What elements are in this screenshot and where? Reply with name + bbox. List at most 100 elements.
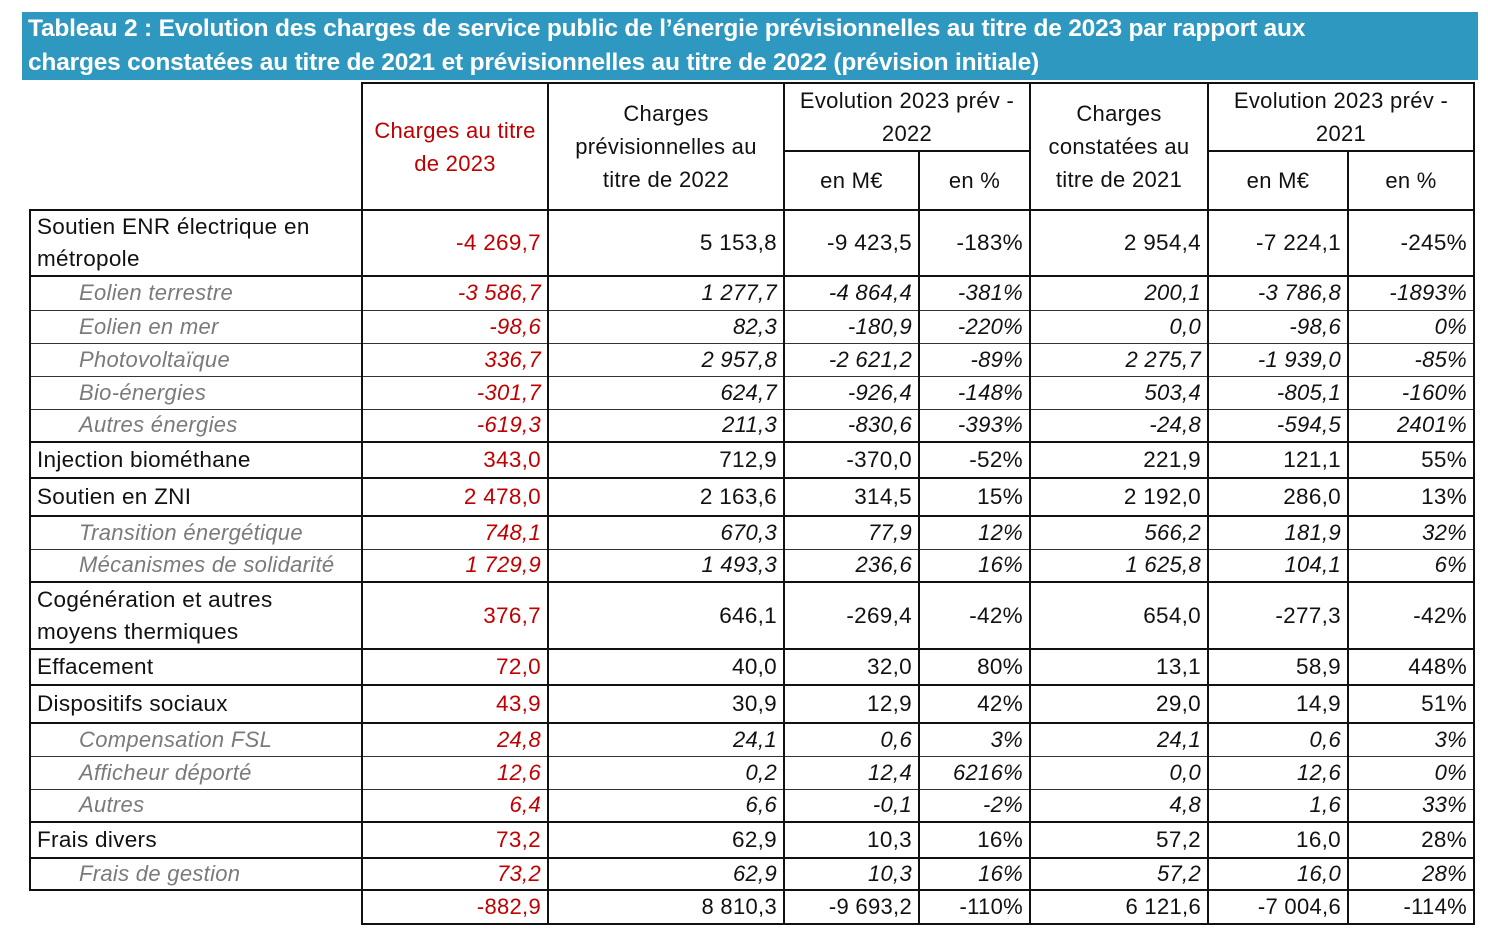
cell-evo2021-pct: 6%	[1347, 548, 1475, 583]
table-row: Dispositifs sociaux 43,9 30,9 12,9 42% 29,0 14…	[29, 684, 1475, 724]
cell-charges-2022: 624,7	[547, 375, 785, 410]
cell-evo2021-me: 286,0	[1207, 477, 1349, 517]
cell-charges-2021: 57,2	[1029, 857, 1209, 891]
cell-charges-2021: 13,1	[1029, 648, 1209, 686]
cell-charges-2022: 30,9	[547, 684, 785, 724]
cell-evo2022-me: -9 423,5	[783, 209, 920, 277]
cell-evo2022-pct: -42%	[918, 581, 1031, 650]
cell-charges-2022: 712,9	[547, 441, 785, 479]
table-row: Soutien en ZNI 2 478,0 2 163,6 314,5 15% 2 19…	[29, 477, 1475, 517]
row-label: Injection biométhane	[29, 441, 363, 479]
row-label: Photovoltaïque	[29, 342, 363, 377]
cell-evo2022-pct: -381%	[918, 275, 1031, 311]
cell-evo2021-me: -1 939,0	[1207, 342, 1349, 377]
cell-evo2021-pct: -1893%	[1347, 275, 1475, 311]
cell-charges-2022: 1 493,3	[547, 548, 785, 583]
header-blank	[30, 83, 362, 210]
cell-evo2021-pct: -85%	[1347, 342, 1475, 377]
cell-evo2022-pct: -52%	[918, 441, 1031, 479]
table-title: Tableau 2 : Evolution des charges de ser…	[22, 12, 1478, 80]
cell-charges-2022: 24,1	[547, 722, 785, 757]
cell-charges-2023: -98,6	[361, 309, 549, 344]
cell-evo2022-me: 236,6	[783, 548, 920, 583]
cell-charges-2021: 200,1	[1029, 275, 1209, 311]
cell-charges-2021: 24,1	[1029, 722, 1209, 757]
cell-charges-2023: -4 269,7	[361, 209, 549, 277]
cell-charges-2023: -301,7	[361, 375, 549, 410]
cell-evo2022-me: -0,1	[783, 788, 920, 823]
cell-evo2022-pct: 16%	[918, 857, 1031, 891]
cell-evo2021-me: 12,6	[1207, 755, 1349, 790]
charges-table: Charges au titre de 2023 Charges prévisi…	[29, 82, 1475, 925]
cell-charges-2021: 29,0	[1029, 684, 1209, 724]
cell-charges-2023: 72,0	[361, 648, 549, 686]
cell-charges-2021: 2 192,0	[1029, 477, 1209, 517]
cell-evo2021-pct: 28%	[1347, 821, 1475, 859]
cell-charges-2023: 1 729,9	[361, 548, 549, 583]
cell-charges-2021: 0,0	[1029, 755, 1209, 790]
cell-charges-2023: 6,4	[361, 788, 549, 823]
cell-evo2022-me: 32,0	[783, 648, 920, 686]
cell-charges-2021: 2 954,4	[1029, 209, 1209, 277]
cell-charges-2021: 2 275,7	[1029, 342, 1209, 377]
cell-charges-2022: 2 957,8	[547, 342, 785, 377]
row-label: Dispositifs sociaux	[29, 684, 363, 724]
cell-charges-2021: 1 625,8	[1029, 548, 1209, 583]
cell-charges-2022: 62,9	[547, 857, 785, 891]
cell-evo2022-pct: 80%	[918, 648, 1031, 686]
cell-evo2022-me: -4 864,4	[783, 275, 920, 311]
row-label: Soutien ENR électrique en métropole	[29, 209, 363, 277]
cell-evo2022-pct: 15%	[918, 477, 1031, 517]
cell-charges-2022: 0,2	[547, 755, 785, 790]
cell-evo2021-me: 58,9	[1207, 648, 1349, 686]
cell-charges-2023: 43,9	[361, 684, 549, 724]
cell-evo2022-pct: 12%	[918, 515, 1031, 550]
cell-evo2021-me: 181,9	[1207, 515, 1349, 550]
cell-evo2022-me: 10,3	[783, 821, 920, 859]
cell-charges-2023: 343,0	[361, 441, 549, 479]
cell-charges-2021: 57,2	[1029, 821, 1209, 859]
cell-charges-2022: 40,0	[547, 648, 785, 686]
table-row: Frais de gestion 73,2 62,9 10,3 16% 57,2 16,0 2…	[29, 857, 1475, 891]
cell-charges-2022: 670,3	[547, 515, 785, 550]
header-evo2021-pct: en %	[1347, 150, 1475, 211]
cell-evo2021-pct: 51%	[1347, 684, 1475, 724]
table-title-line2: charges constatées au titre de 2021 et p…	[28, 49, 1040, 76]
cell-evo2022-pct: -89%	[918, 342, 1031, 377]
cell-charges-2023: -619,3	[361, 408, 549, 443]
cell-evo2022-pct: -183%	[918, 209, 1031, 277]
cell-evo2022-me: 12,4	[783, 755, 920, 790]
table-row: Photovoltaïque 336,7 2 957,8 -2 621,2 -89% 2 …	[29, 342, 1475, 377]
table-row: Eolien terrestre -3 586,7 1 277,7 -4 864,4-…	[29, 275, 1475, 311]
cell-evo2021-pct: 0%	[1347, 755, 1475, 790]
cell-charges-2021: 221,9	[1029, 441, 1209, 479]
table-title-line1: Tableau 2 : Evolution des charges de ser…	[28, 15, 1306, 42]
cell-charges-2022: 6,6	[547, 788, 785, 823]
cell-evo2021-pct: 28%	[1347, 857, 1475, 891]
cell-evo2022-me: -269,4	[783, 581, 920, 650]
cell-charges-2021: 654,0	[1029, 581, 1209, 650]
row-label: Frais divers	[29, 821, 363, 859]
table-row: Soutien ENR électrique en métropole -4 26…	[29, 209, 1475, 277]
table-row: Mécanismes de solidarité 1 729,9 1 493,3 23…	[29, 548, 1475, 583]
cell-evo2021-me: 14,9	[1207, 684, 1349, 724]
cell-evo2021-me: 121,1	[1207, 441, 1349, 479]
table-row: Effacement 72,0 40,0 32,0 80% 13,1 58,9 448%	[29, 648, 1475, 686]
table-row: Compensation FSL 24,8 24,1 0,6 3% 24,1 0,6 3%	[29, 722, 1475, 757]
cell-evo2022-pct: 3%	[918, 722, 1031, 757]
cell-evo2022-pct: 16%	[918, 548, 1031, 583]
header-evolution-2022: Evolution 2023 prév - 2022	[783, 82, 1031, 152]
cell-evo2021-me: 16,0	[1207, 821, 1349, 859]
cell-evo2021-me: 104,1	[1207, 548, 1349, 583]
cell-evo2021-me: 16,0	[1207, 857, 1349, 891]
cell-evo2022-me: -9 693,2	[783, 889, 920, 925]
cell-evo2022-pct: 6216%	[918, 755, 1031, 790]
cell-evo2021-me: -7 224,1	[1207, 209, 1349, 277]
cell-evo2021-me: -98,6	[1207, 309, 1349, 344]
cell-evo2022-pct: -220%	[918, 309, 1031, 344]
cell-charges-2021: 4,8	[1029, 788, 1209, 823]
cell-charges-2021: 566,2	[1029, 515, 1209, 550]
cell-evo2021-pct: -114%	[1347, 889, 1475, 925]
total-row: -882,9 8 810,3 -9 693,2 -110% 6 121,6 -7 004,…	[30, 889, 1475, 925]
cell-charges-2022: 211,3	[547, 408, 785, 443]
